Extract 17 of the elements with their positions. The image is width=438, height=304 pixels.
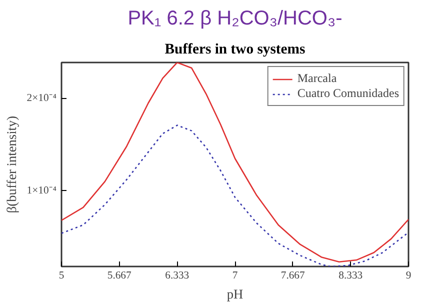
y-axis-title: β(buffer intensity) <box>4 116 19 214</box>
x-tick-label: 7 <box>232 270 238 282</box>
line-series <box>62 62 408 263</box>
chart-title: PK₁ 6.2 β H₂CO₃/HCO₃- <box>128 8 342 30</box>
y-tick-label: 1×10⁻⁴ <box>26 185 57 196</box>
legend-label: Cuatro Comunidades <box>297 86 399 101</box>
chart-subtitle: Buffers in two systems <box>164 42 306 58</box>
x-tick-label: 6.333 <box>165 270 190 282</box>
x-tick-label: 8.333 <box>338 270 363 282</box>
y-tick-label: 2×10⁻⁴ <box>26 93 57 104</box>
x-axis-title: pH <box>226 286 244 302</box>
x-tick-label: 5.667 <box>107 270 132 282</box>
legend-label: Marcala <box>297 71 337 86</box>
x-tick-label: 9 <box>406 270 412 282</box>
x-tick-label: 7.667 <box>280 270 306 282</box>
line-series <box>62 124 408 266</box>
x-tick-label: 5 <box>58 270 64 282</box>
